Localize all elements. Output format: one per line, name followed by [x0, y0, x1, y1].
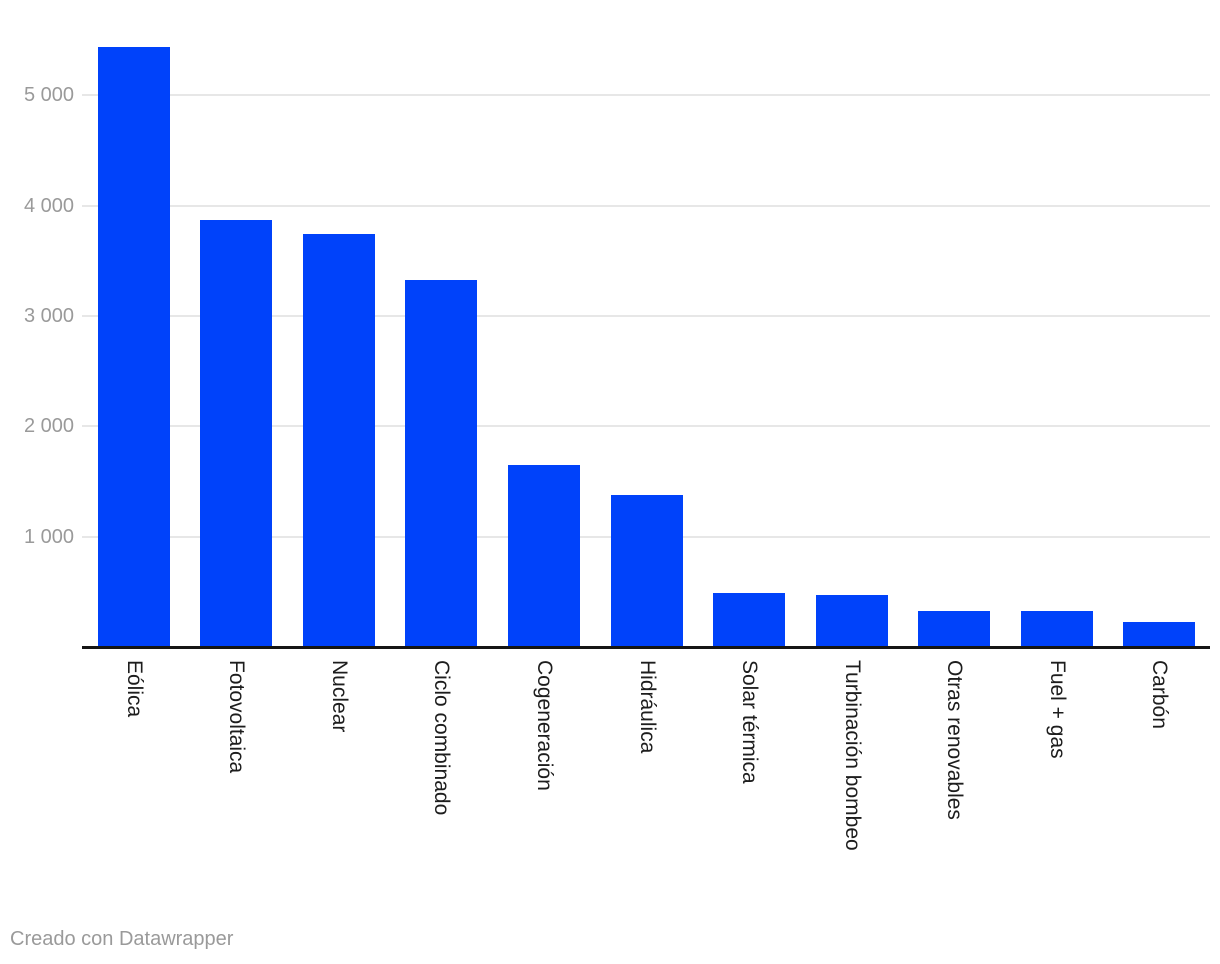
bar-turbinaci-n-bombeo[interactable] [816, 595, 888, 647]
x-axis-label: Fuel + gas [1046, 660, 1069, 759]
bar-cogeneraci-n[interactable] [508, 465, 580, 647]
bar-fotovoltaica[interactable] [200, 220, 272, 647]
y-tick-label: 1 000 [23, 526, 74, 548]
x-axis-label: Fotovoltaica [225, 660, 248, 774]
x-axis-label: Nuclear [328, 660, 351, 733]
bar-nuclear[interactable] [303, 234, 375, 647]
x-axis-label: Solar térmica [738, 660, 761, 784]
gridline [82, 315, 1210, 317]
x-axis-label: Ciclo combinado [430, 660, 453, 816]
x-axis-label: Hidráulica [636, 660, 659, 754]
x-axis-label: Otras renovables [943, 660, 966, 820]
gridline [82, 94, 1210, 96]
x-axis-label: Eólica [123, 660, 146, 718]
bar-otras-renovables[interactable] [918, 611, 990, 647]
attribution-link[interactable]: Creado con Datawrapper [10, 928, 234, 950]
x-axis-line [82, 646, 1210, 649]
y-tick-label: 5 000 [23, 84, 74, 106]
x-axis-label: Turbinación bombeo [841, 660, 864, 851]
bar-carb-n[interactable] [1123, 622, 1195, 647]
bar-ciclo-combinado[interactable] [405, 280, 477, 647]
bar-hidr-ulica[interactable] [611, 495, 683, 647]
y-tick-label: 3 000 [23, 305, 74, 327]
y-tick-label: 2 000 [23, 415, 74, 437]
y-tick-label: 4 000 [23, 195, 74, 217]
x-axis-label: Cogeneración [533, 660, 556, 791]
gridline [82, 425, 1210, 427]
gridline [82, 205, 1210, 207]
bar-e-lica[interactable] [98, 47, 170, 647]
x-axis-label: Carbón [1148, 660, 1171, 729]
bar-fuel-gas[interactable] [1021, 611, 1093, 647]
bar-solar-t-rmica[interactable] [713, 593, 785, 647]
